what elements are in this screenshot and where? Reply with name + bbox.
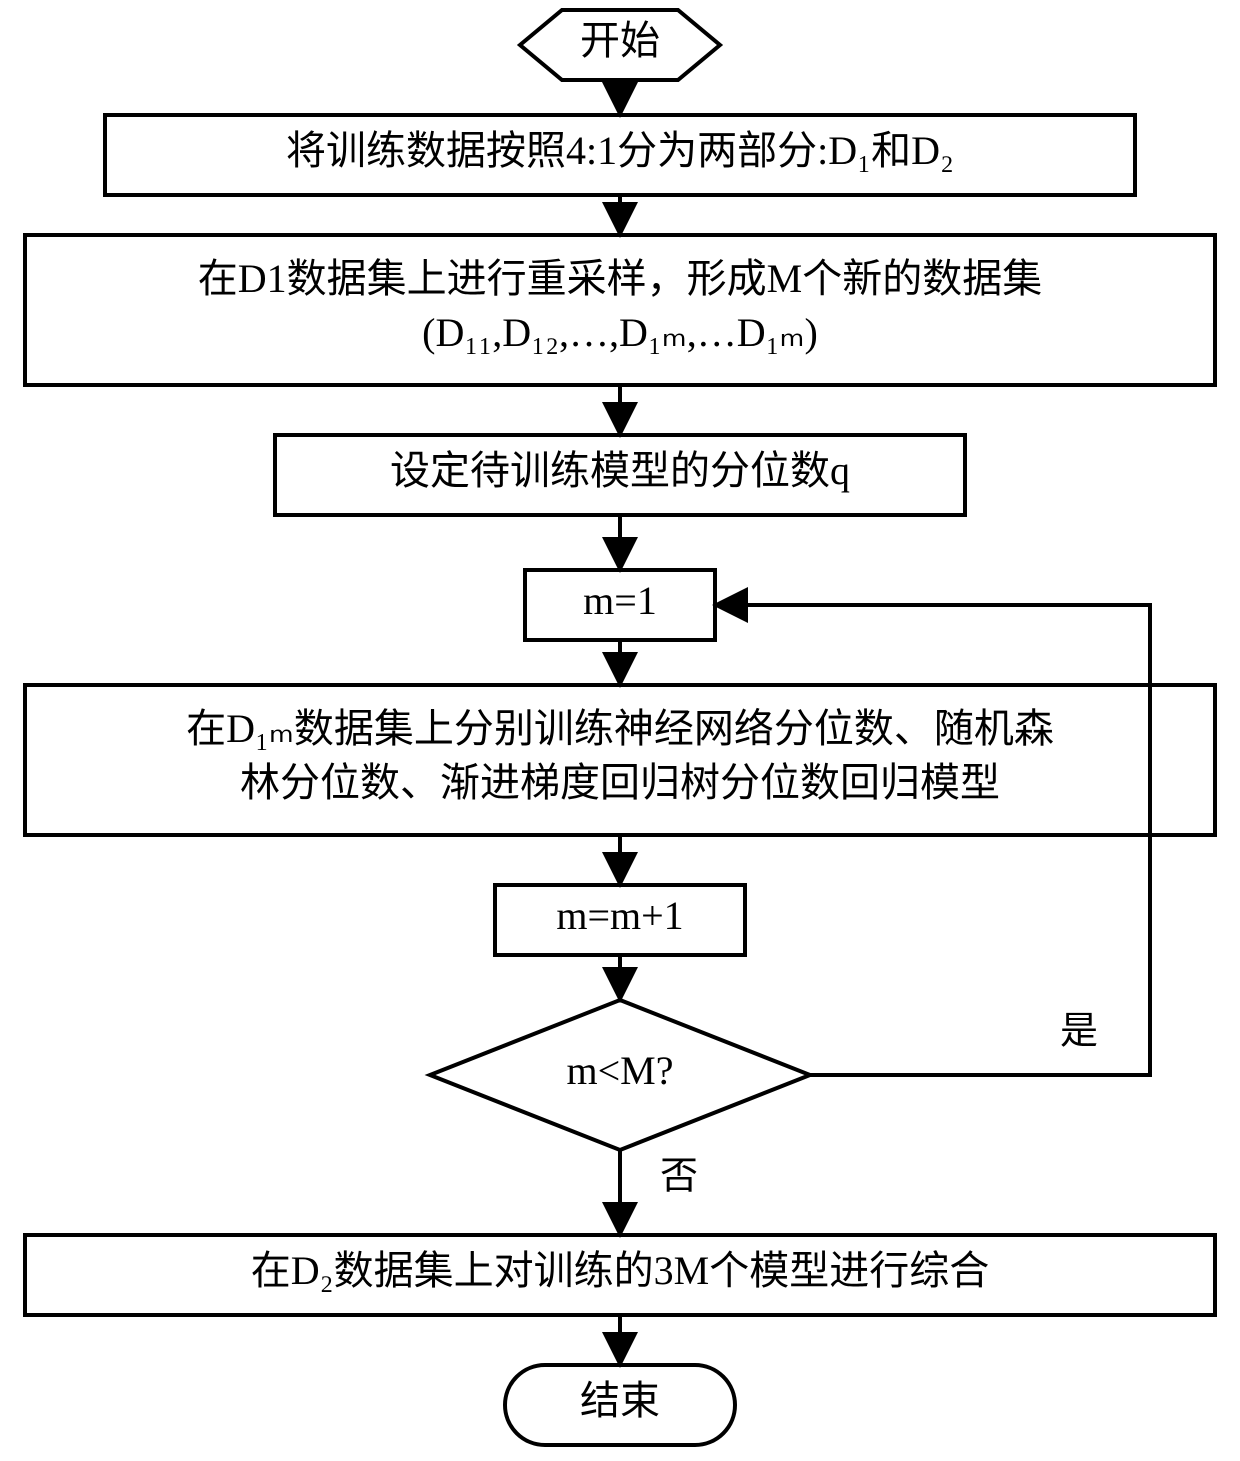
node-start: 开始 [520, 10, 720, 80]
node-setq-line-0: 设定待训练模型的分位数q [390, 448, 850, 493]
node-inc-line-0: m=m+1 [556, 893, 683, 938]
edge-label-cond-init: 是 [1060, 1011, 1098, 1053]
node-combine-line-0: 在D₂数据集上对训练的3M个模型进行综合 [251, 1248, 989, 1293]
node-combine: 在D₂数据集上对训练的3M个模型进行综合 [25, 1235, 1215, 1315]
node-train: 在D₁ₘ数据集上分别训练神经网络分位数、随机森林分位数、渐进梯度回归树分位数回归… [25, 685, 1215, 835]
node-inc: m=m+1 [495, 885, 745, 955]
node-resample-line-0: 在D1数据集上进行重采样，形成M个新的数据集 [198, 256, 1042, 301]
node-train-line-1: 林分位数、渐进梯度回归树分位数回归模型 [240, 760, 1000, 805]
flowchart-canvas: 开始将训练数据按照4:1分为两部分:D₁和D₂ 在D1数据集上进行重采样，形成M个… [0, 0, 1240, 1461]
node-setq: 设定待训练模型的分位数q [275, 435, 965, 515]
node-end: 结束 [505, 1365, 735, 1445]
node-split: 将训练数据按照4:1分为两部分:D₁和D₂ [105, 115, 1135, 195]
node-init: m=1 [525, 570, 715, 640]
edge-cond-init [715, 605, 1150, 1075]
node-end-label: 结束 [580, 1378, 660, 1423]
node-cond: m<M? [430, 1000, 810, 1150]
node-split-line-0: 将训练数据按照4:1分为两部分:D₁和D₂ [286, 128, 954, 173]
node-resample: 在D1数据集上进行重采样，形成M个新的数据集 (D₁₁,D₁₂,…,D₁ₘ,…D₁… [25, 235, 1215, 385]
node-resample-line-1: (D₁₁,D₁₂,…,D₁ₘ,…D₁ₘ) [422, 310, 818, 355]
edge-label-cond-combine: 否 [660, 1156, 698, 1198]
node-cond-label: m<M? [567, 1048, 674, 1093]
node-init-line-0: m=1 [583, 578, 657, 623]
node-train-line-0: 在D₁ₘ数据集上分别训练神经网络分位数、随机森 [186, 706, 1054, 751]
node-start-label: 开始 [580, 18, 660, 63]
